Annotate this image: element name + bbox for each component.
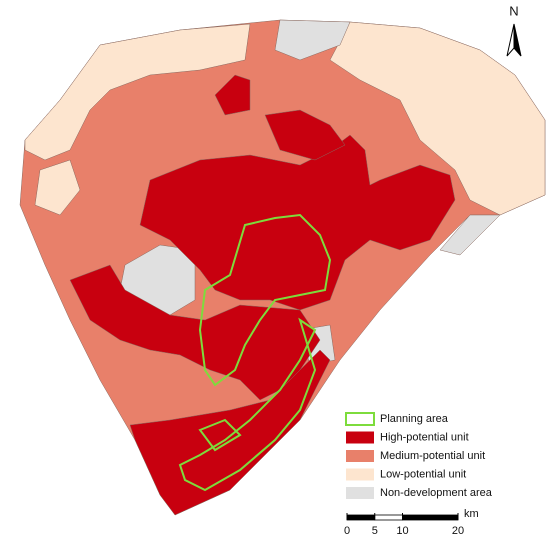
low-potential-area xyxy=(24,23,251,161)
legend-label: Low-potential unit xyxy=(380,468,466,480)
scale-label: 5 xyxy=(372,525,378,537)
legend-label: Planning area xyxy=(380,413,449,425)
scale-segment xyxy=(402,514,459,521)
scale-label: 20 xyxy=(452,525,464,537)
legend-label: Non-development area xyxy=(380,487,493,499)
legend-swatch xyxy=(346,450,374,462)
legend-swatch xyxy=(346,468,374,481)
scale-unit: km xyxy=(464,508,479,520)
legend-swatch xyxy=(346,431,374,444)
planning-area xyxy=(178,317,317,492)
scale-label: 10 xyxy=(396,525,408,537)
north-label: N xyxy=(509,3,518,18)
planning-area xyxy=(198,213,332,387)
non-development-area xyxy=(274,19,351,61)
low-potential-area xyxy=(329,21,546,216)
arrow-left xyxy=(506,23,515,57)
scale-segment xyxy=(346,514,376,521)
high-potential-area xyxy=(214,74,251,116)
legend-swatch xyxy=(345,412,375,426)
legend: Planning area High-potential unit Medium-p… xyxy=(340,405,545,505)
legend-swatch xyxy=(346,487,374,499)
planning-area xyxy=(198,418,242,452)
low-potential-area xyxy=(34,159,81,216)
non-development-area xyxy=(439,214,501,256)
north-arrow: N xyxy=(506,3,522,57)
arrow-right xyxy=(513,23,522,57)
scale-segment xyxy=(374,514,403,521)
scale-label: 0 xyxy=(344,525,350,537)
map xyxy=(19,19,546,516)
legend-label: Medium-potential unit xyxy=(380,450,485,462)
legend-label: High-potential unit xyxy=(380,431,469,443)
high-potential-area xyxy=(264,109,346,161)
